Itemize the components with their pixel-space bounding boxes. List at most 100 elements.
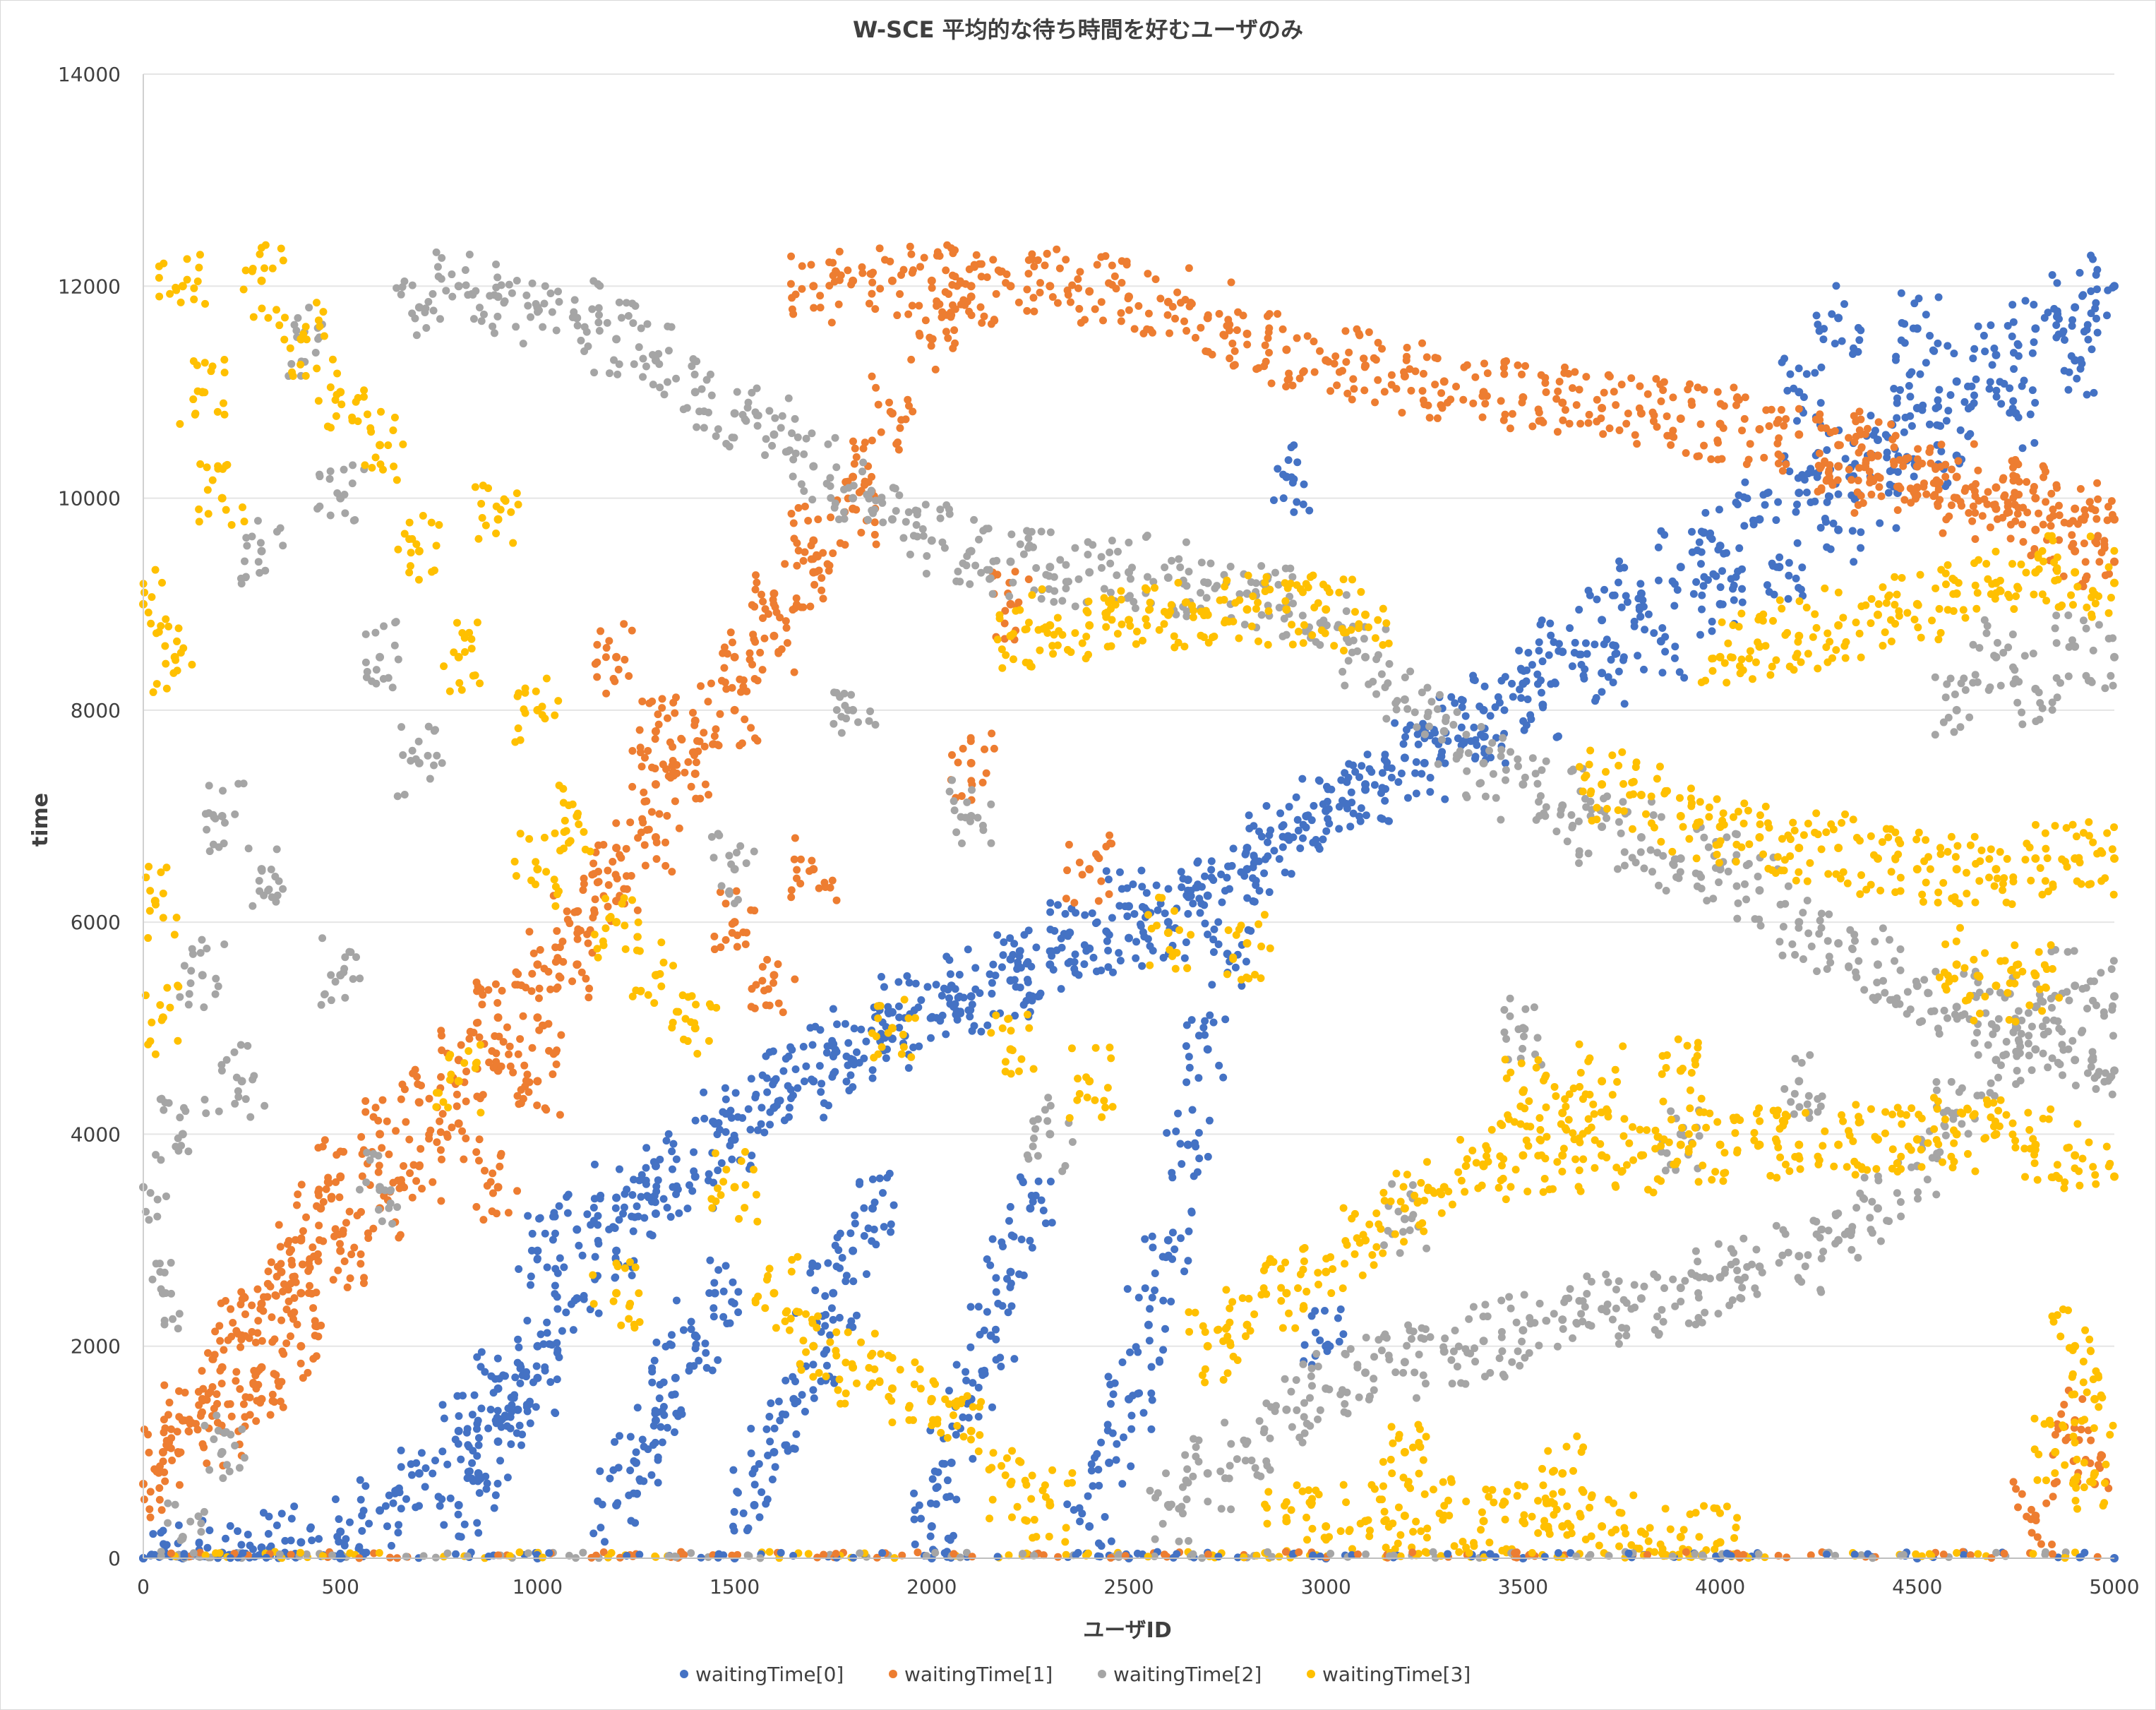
data-point: [1479, 1313, 1487, 1321]
data-point: [1741, 393, 1749, 402]
data-point: [604, 866, 612, 875]
data-point: [1918, 1017, 1927, 1025]
data-point: [1986, 378, 1994, 386]
data-point: [971, 985, 980, 993]
data-point: [1088, 909, 1096, 917]
data-point: [841, 1020, 849, 1028]
data-point: [1076, 1517, 1084, 1526]
data-point: [870, 1225, 878, 1233]
data-point: [1214, 940, 1223, 949]
data-point: [2044, 1063, 2052, 1072]
data-point: [1426, 788, 1435, 796]
data-point: [2104, 503, 2112, 511]
data-point: [768, 1475, 777, 1483]
data-point: [546, 1378, 555, 1387]
data-point: [1439, 727, 1449, 736]
data-point: [1372, 690, 1381, 698]
data-point: [1743, 1262, 1751, 1271]
data-point: [714, 1266, 723, 1274]
data-point: [700, 729, 708, 737]
data-point: [1473, 741, 1481, 749]
data-point: [1920, 976, 1929, 984]
data-point: [1239, 311, 1247, 320]
data-point: [1561, 406, 1569, 414]
data-point: [493, 273, 502, 282]
data-point: [1508, 1358, 1516, 1366]
data-point: [668, 868, 676, 876]
data-point: [1168, 1255, 1177, 1263]
data-point: [1448, 1380, 1456, 1388]
data-point: [1643, 390, 1652, 398]
data-point: [2070, 1423, 2078, 1432]
data-point: [802, 1062, 810, 1070]
data-point: [1535, 417, 1543, 425]
data-point: [1573, 1320, 1581, 1328]
data-point: [1205, 1116, 1214, 1125]
data-point: [615, 1216, 623, 1224]
data-point: [663, 812, 671, 820]
data-point: [743, 928, 751, 937]
data-point: [1106, 559, 1115, 568]
data-point: [1345, 348, 1353, 357]
data-point: [2027, 1505, 2035, 1514]
data-point: [850, 1024, 858, 1033]
data-point: [1110, 272, 1119, 280]
data-point: [146, 1513, 155, 1521]
data-point: [1221, 1015, 1230, 1024]
data-point: [1847, 1245, 1856, 1254]
data-point: [1295, 374, 1304, 383]
data-point: [1599, 430, 1607, 438]
data-point: [1228, 340, 1237, 348]
data-point: [1855, 426, 1864, 434]
data-point: [730, 1507, 738, 1516]
data-point: [1084, 1492, 1092, 1500]
data-point: [1409, 1327, 1418, 1336]
data-point: [1374, 376, 1382, 384]
data-point: [256, 539, 265, 547]
data-point: [361, 1108, 370, 1116]
data-point: [1171, 314, 1180, 323]
data-point: [1499, 734, 1507, 742]
data-point: [381, 1502, 390, 1510]
data-point: [1746, 440, 1754, 448]
data-point: [570, 296, 579, 304]
data-point: [1891, 431, 1900, 440]
data-point: [1471, 1344, 1479, 1353]
data-point: [511, 981, 520, 989]
data-point: [198, 935, 206, 944]
data-point: [359, 1507, 368, 1515]
data-point: [371, 628, 380, 637]
data-point: [1462, 731, 1471, 739]
data-point: [1412, 758, 1420, 766]
data-point: [978, 318, 986, 327]
data-point: [234, 1329, 242, 1338]
data-point: [293, 1201, 301, 1209]
data-point: [1439, 377, 1449, 386]
data-point: [611, 1204, 620, 1212]
data-point: [1627, 1305, 1636, 1313]
data-point: [1439, 1343, 1448, 1351]
data-point: [1841, 455, 1850, 463]
data-point: [637, 324, 645, 333]
data-point: [1293, 334, 1301, 342]
data-point: [647, 1471, 656, 1479]
data-point: [760, 1128, 769, 1137]
data-point: [514, 1335, 522, 1344]
data-point: [469, 1477, 477, 1485]
data-point: [591, 659, 599, 668]
data-point: [1125, 902, 1133, 911]
data-point: [966, 580, 974, 588]
data-point: [497, 1423, 505, 1431]
data-point: [1194, 1074, 1203, 1082]
data-point: [1932, 1078, 1941, 1087]
data-point: [789, 455, 798, 464]
data-point: [2087, 287, 2095, 295]
data-point: [1603, 1308, 1611, 1316]
data-point: [1738, 585, 1747, 593]
data-point: [892, 507, 900, 515]
data-point: [264, 1529, 273, 1538]
data-point: [613, 1499, 622, 1507]
data-point: [628, 1271, 636, 1279]
data-point: [951, 273, 959, 281]
data-point: [414, 1469, 424, 1478]
